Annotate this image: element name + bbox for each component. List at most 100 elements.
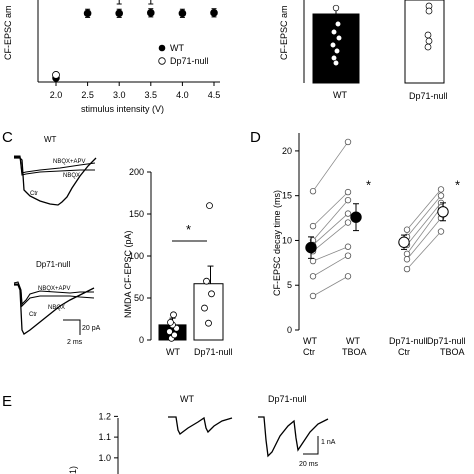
c-y-tick-label: 0 [139, 335, 144, 345]
b-dp71-point [425, 37, 433, 45]
b-dp71-point [425, 7, 433, 15]
a-wt-point [115, 9, 123, 18]
e-wt-trace [168, 416, 233, 435]
c-dp-title: Dp71-null [36, 260, 70, 269]
d-point-ctr [403, 226, 411, 233]
a-dp71-point [52, 71, 60, 79]
panel-a-data [52, 0, 218, 82]
panel-b: CF-EPSC am WT Dp71-null [279, 0, 448, 101]
c-bars [158, 202, 224, 342]
d-x-wt-tboa-2: TBOA [342, 347, 367, 357]
c-scale-pa: 20 pA [82, 325, 101, 332]
e-y-tick-label: 1.1 [98, 432, 111, 442]
c-y-label: NMDA CF-EPSC (pA) [123, 230, 133, 318]
d-pair-line [312, 141, 349, 192]
d-point-tboa [344, 138, 352, 146]
d-point-tboa [437, 186, 445, 193]
d-point-tboa [344, 243, 352, 250]
e-scale-bar [303, 436, 319, 455]
panel-d: D CF-EPSC decay time (ms) 0 5 10 15 20 * * WT… [250, 129, 466, 357]
b-wt-point [332, 59, 340, 67]
e-y-label-fragment: 1) [68, 466, 78, 474]
c-wt-ctr: Ctr [30, 191, 38, 197]
c-point [206, 202, 213, 210]
c-scale-ms: 2 ms [67, 339, 83, 346]
d-point-ctr [403, 250, 411, 258]
d-mean [437, 206, 449, 218]
d-pair-line [312, 246, 349, 262]
d-y-tick-label: 20 [282, 146, 292, 156]
e-scale-ms: 20 ms [299, 461, 319, 468]
d-x-dp-tboa-2: TBOA [440, 347, 465, 357]
b-wt-point [332, 4, 340, 12]
d-point-ctr [309, 273, 317, 280]
panel-a-x-label: stimulus intensity (V) [81, 104, 164, 114]
panel-b-y-label: CF-EPSC am [279, 5, 289, 60]
d-x-dp-ctr-2: Ctr [398, 347, 410, 357]
b-dp71-point [424, 31, 432, 39]
d-y-tick-label: 0 [287, 325, 292, 335]
c-y-tick-label: 200 [129, 167, 144, 177]
d-point-ctr [309, 188, 317, 195]
panel-b-bars [312, 0, 445, 84]
c-point [166, 328, 173, 336]
d-y-tick-label: 5 [287, 280, 292, 290]
c-point [167, 318, 174, 326]
d-pair-line [312, 255, 349, 277]
d-point-ctr [309, 257, 317, 265]
panel-c-letter: C [2, 129, 13, 146]
d-y-tick-label: 10 [282, 235, 292, 245]
panel-e-letter: E [2, 393, 12, 410]
d-point-ctr [309, 292, 317, 300]
panel-a: CF-EPSC am 2.0 2.5 3.0 3.5 4.0 4.5 stimulus i… [3, 0, 220, 114]
d-point-ctr [403, 265, 411, 273]
d-pair-line [312, 213, 349, 246]
c-y-tick-label: 150 [129, 209, 144, 219]
legend-dp71-label: Dp71-null [170, 56, 209, 66]
e-y-tick-label: 1.2 [98, 411, 111, 421]
d-x-wt-ctr-2: Ctr [303, 347, 315, 357]
a-wt-point [210, 9, 218, 17]
d-point-tboa [437, 192, 445, 199]
d-x-wt-tboa-1: WT [346, 336, 360, 346]
d-y-label: CF-EPSC decay time (ms) [272, 190, 282, 296]
d-y-ticks: 0 5 10 15 20 [282, 146, 299, 335]
c-scale-bar [63, 319, 81, 335]
d-pair-line [312, 199, 349, 241]
b-bar [404, 0, 445, 84]
e-dp-trace [258, 416, 329, 458]
d-point-tboa [344, 210, 352, 217]
d-mean [305, 241, 317, 254]
d-point-tboa [344, 188, 352, 196]
d-pair-line [406, 231, 442, 270]
c-y-ticks: 0 50 100 150 200 [129, 167, 151, 345]
c-wt-title: WT [44, 135, 57, 144]
d-y-tick-label: 15 [282, 191, 292, 201]
e-y-tick-label: 1.0 [98, 453, 111, 463]
a-x-tick-label: 4.0 [176, 90, 189, 100]
panel-c: C WT NBQX+APV NBQX Ctr Dp71-null NBQX+AP… [2, 129, 233, 357]
c-dp-traces [13, 281, 95, 335]
d-mean [398, 236, 410, 248]
c-point [171, 331, 178, 339]
c-point [201, 304, 208, 312]
d-point-tboa [344, 219, 352, 226]
d-data: * * [305, 138, 460, 300]
a-x-tick-label: 2.0 [50, 90, 63, 100]
d-x-dp-tboa-1: Dp71-null [427, 336, 466, 346]
a-wt-point [147, 9, 155, 17]
c-sig-star: * [186, 222, 191, 237]
d-point-tboa [344, 273, 352, 280]
c-x-dp: Dp71-null [194, 347, 233, 357]
b-wt-point [334, 20, 342, 28]
legend-wt-label: WT [170, 43, 184, 53]
e-y-ticks: 1.0 1.1 1.2 [98, 411, 118, 463]
e-scale-na: 1 nA [321, 439, 336, 446]
b-wt-point [333, 47, 341, 55]
panel-d-letter: D [250, 129, 261, 146]
c-bar [193, 283, 224, 341]
c-point [205, 319, 212, 327]
d-point-tboa [344, 196, 352, 204]
panel-b-x-dp71: Dp71-null [409, 91, 448, 101]
